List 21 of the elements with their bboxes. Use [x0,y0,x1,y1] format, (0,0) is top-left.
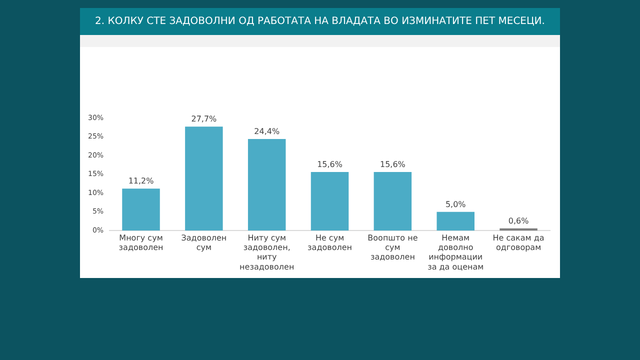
data-label: 15,6% [317,160,343,170]
x-tick-label: Многу сум задоволен [118,233,164,252]
bar [310,172,349,231]
data-label: 5,0% [445,200,466,209]
data-label: 15,6% [380,160,406,170]
x-tick-label: Ниту сум задоволен, ниту незадоволен [240,233,294,272]
x-tick-label: Не сакам да одговорам [492,233,544,252]
x-tick-label: Не сум задоволен [308,233,352,252]
data-label: 0,6% [508,216,530,226]
x-tick-label: Воопшто не сум задоволен [368,233,418,262]
bar [185,126,223,231]
data-label: 24,4% [254,127,280,136]
data-label: 11,2% [128,176,154,186]
x-tick-label: Задоволен сум [181,233,227,252]
x-tick-label: Немам доволно информации за да оценам [428,233,484,272]
data-label: 27,7% [191,114,218,124]
chart-title: 2. КОЛКУ СТЕ ЗАДОВОЛНИ ОД РАБОТАТА НА ВЛАДАТА ВО ИЗМИНАТИТЕ ПЕТ МЕСЕЦИ. [80,8,560,35]
bar [374,172,412,231]
bar [122,188,160,231]
bar [436,212,474,231]
bar [248,139,286,231]
